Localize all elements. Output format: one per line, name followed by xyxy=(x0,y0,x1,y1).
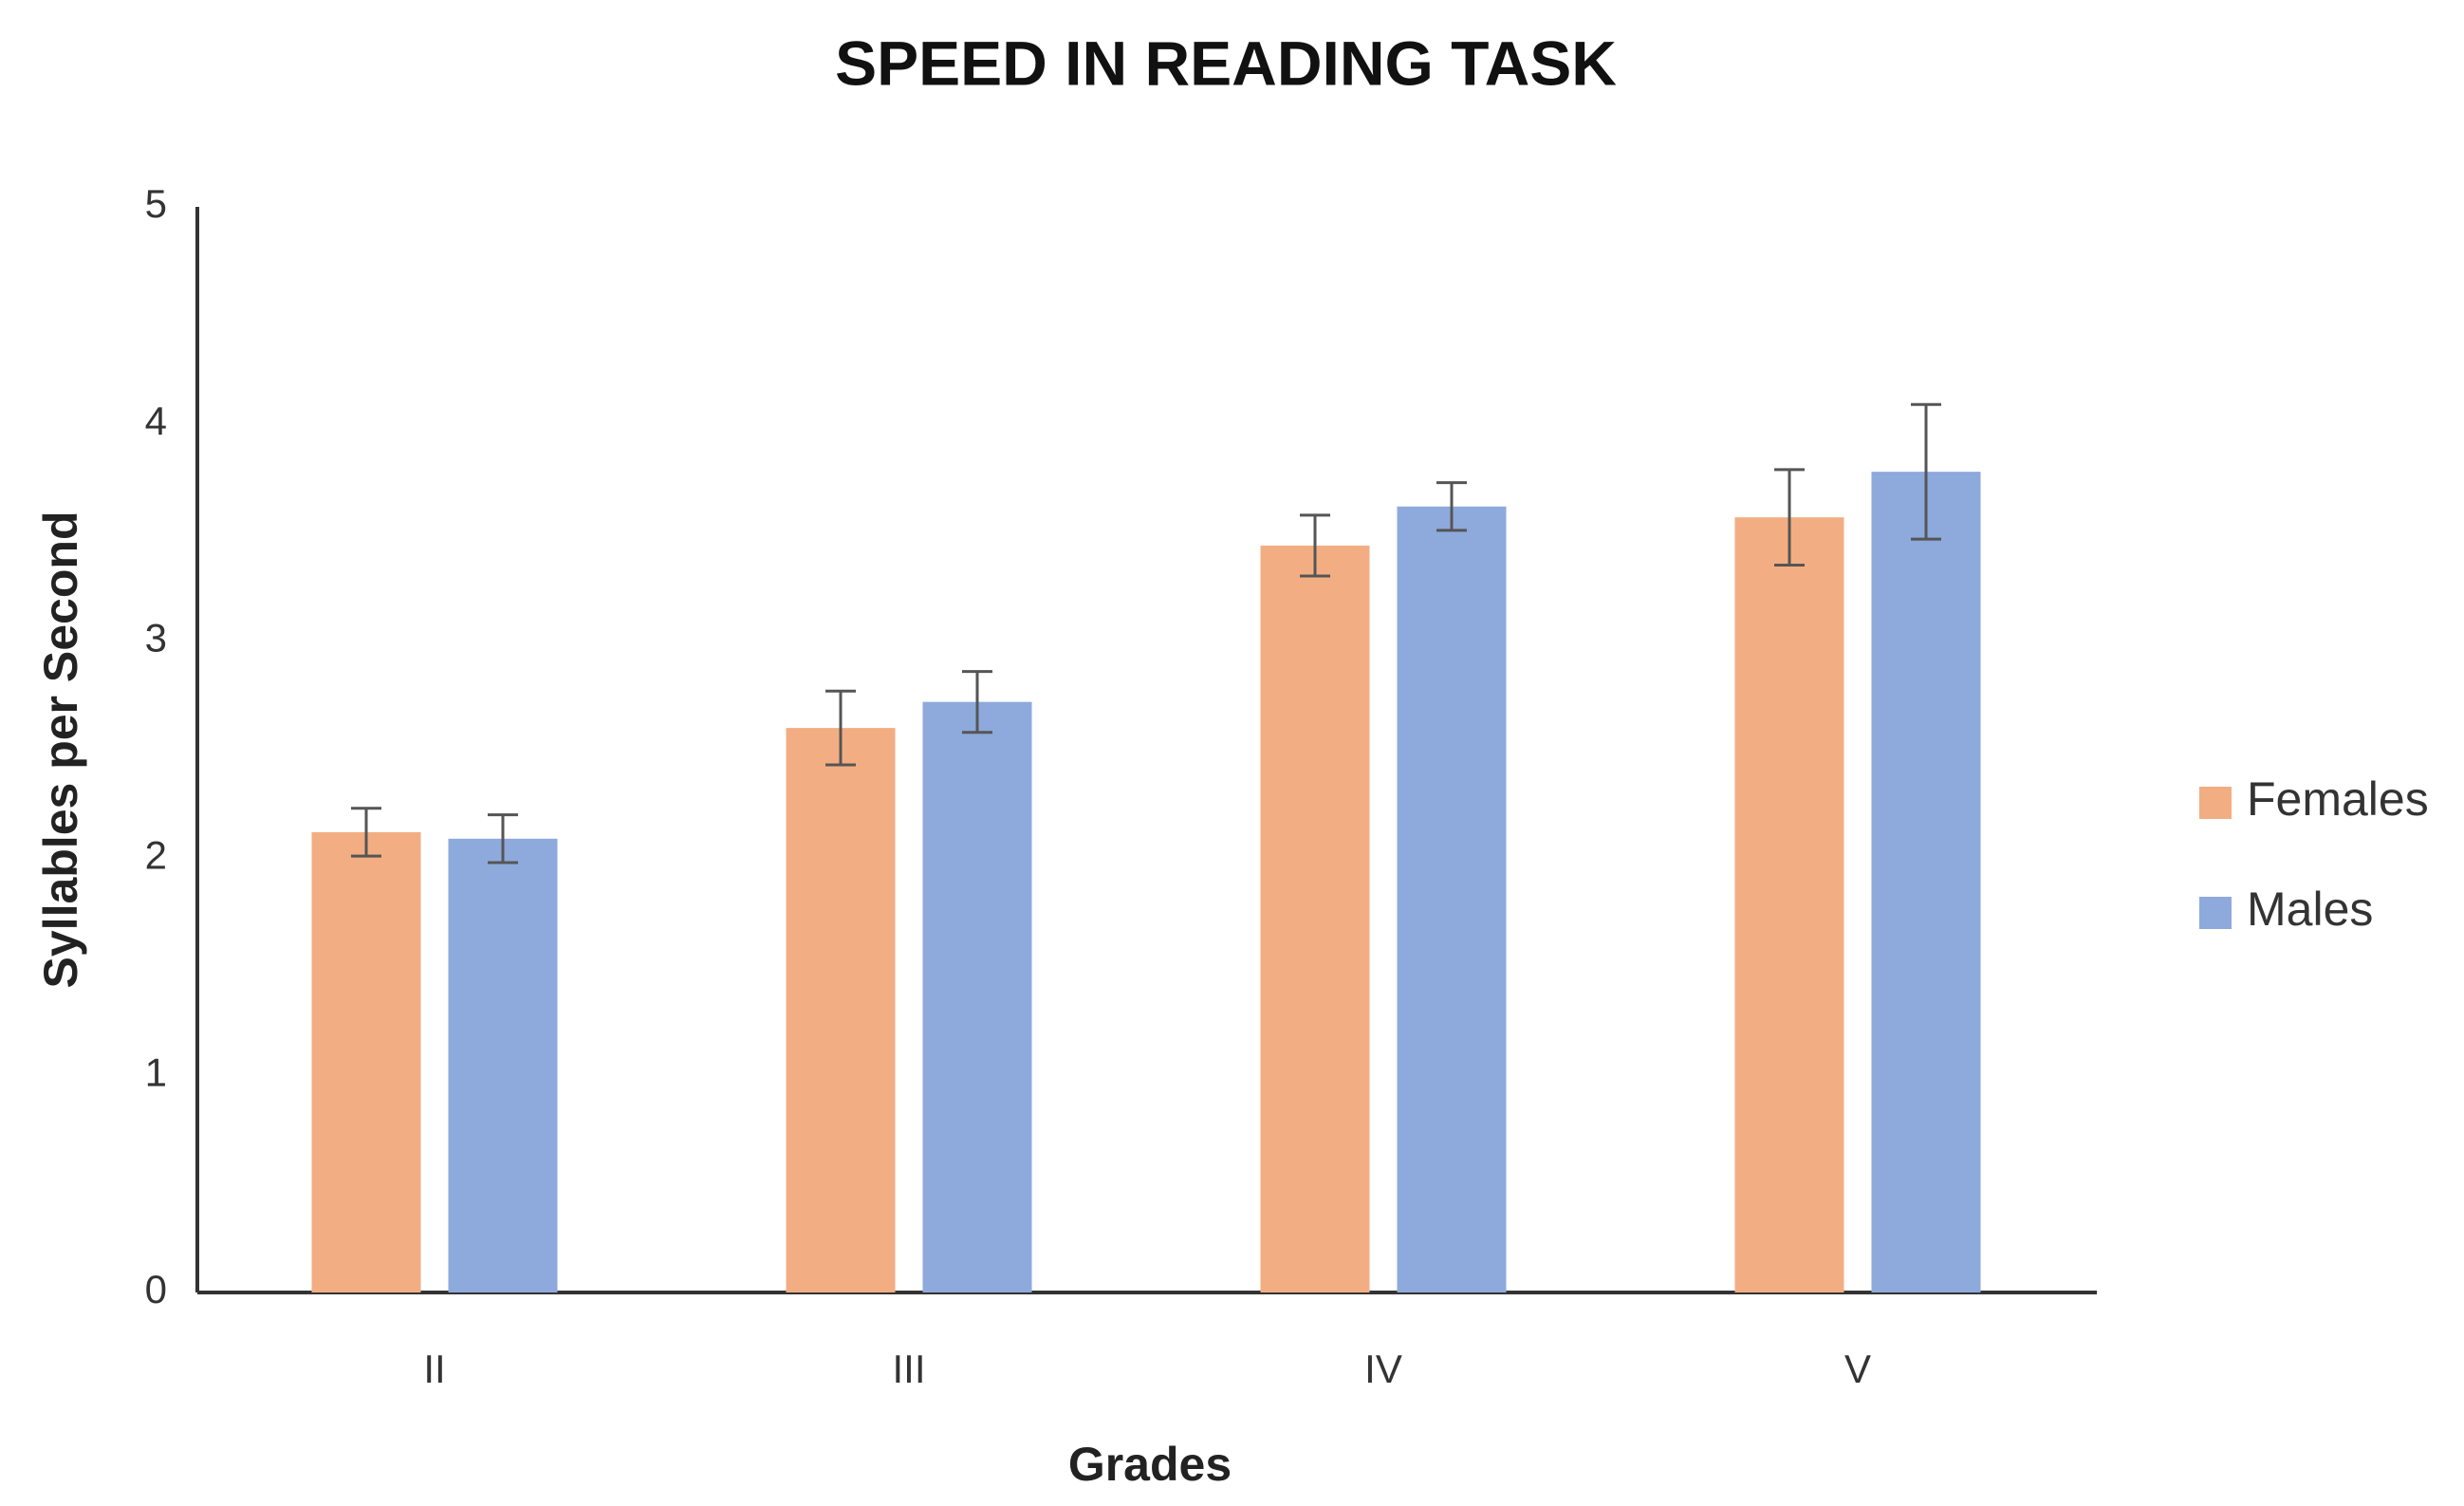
chart-title: SPEED IN READING TASK xyxy=(835,28,1617,98)
error-bar xyxy=(962,670,992,734)
bar xyxy=(311,831,421,1292)
legend-text: Females xyxy=(2247,772,2429,826)
y-tick-label: 5 xyxy=(145,181,167,226)
y-tick-label: 4 xyxy=(145,399,167,443)
error-bar xyxy=(1774,468,1805,567)
y-tick-label: 2 xyxy=(145,832,167,877)
bar xyxy=(922,701,1032,1292)
bar xyxy=(1734,517,1844,1292)
bar xyxy=(448,838,558,1292)
legend-text: Males xyxy=(2247,883,2373,936)
x-axis-title: Grades xyxy=(1068,1438,1232,1491)
bar xyxy=(1397,506,1507,1292)
error-bar xyxy=(1911,402,1941,541)
x-tick-label: IV xyxy=(1364,1347,1402,1391)
bar xyxy=(1260,545,1370,1292)
x-tick-label: II xyxy=(423,1347,445,1391)
y-tick-label: 1 xyxy=(145,1050,167,1094)
legend-swatch xyxy=(2199,897,2232,929)
error-bar xyxy=(1300,513,1330,578)
legend-swatch xyxy=(2199,787,2232,819)
y-axis-title: Syllables per Second xyxy=(34,511,87,989)
y-tick-label: 0 xyxy=(145,1267,167,1311)
y-tick-label: 3 xyxy=(145,616,167,660)
error-bar xyxy=(1436,481,1467,532)
error-bar xyxy=(351,807,381,858)
bar xyxy=(786,728,896,1292)
x-tick-label: V xyxy=(1844,1347,1871,1391)
error-bar xyxy=(825,689,856,767)
error-bar xyxy=(488,813,518,865)
bar xyxy=(1871,472,1981,1292)
x-tick-label: III xyxy=(892,1347,925,1391)
